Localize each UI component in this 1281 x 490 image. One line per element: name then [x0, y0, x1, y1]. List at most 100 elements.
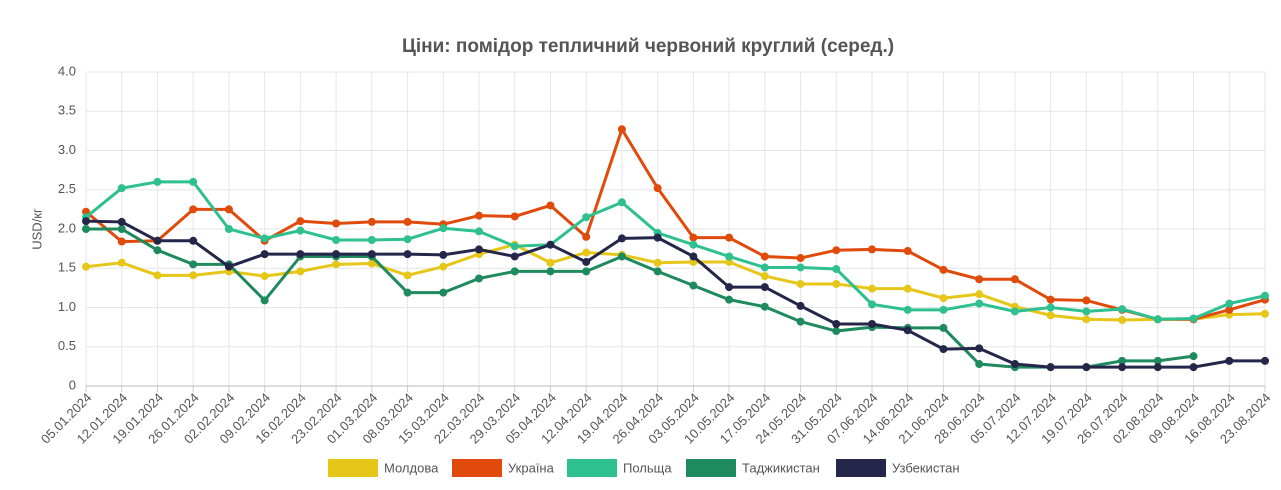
- point: [403, 271, 412, 280]
- point: [296, 250, 305, 259]
- point: [189, 205, 198, 214]
- point: [1261, 356, 1269, 365]
- point: [725, 295, 734, 304]
- point: [82, 262, 90, 271]
- point: [1153, 363, 1162, 372]
- point: [653, 184, 662, 193]
- point: [439, 262, 448, 271]
- series-line: [85, 180, 1266, 321]
- series-line: [86, 227, 1194, 369]
- series-line: [85, 125, 1266, 321]
- point: [1046, 311, 1055, 320]
- point: [939, 345, 948, 354]
- point: [725, 257, 734, 266]
- point: [1118, 356, 1127, 365]
- point: [903, 326, 912, 335]
- y-tick-label: 2.5: [58, 181, 76, 196]
- point: [1010, 307, 1019, 316]
- point: [975, 290, 984, 299]
- point: [975, 299, 984, 308]
- y-tick-label: 2.0: [58, 220, 76, 235]
- point: [117, 237, 126, 246]
- legend-label: Польща: [623, 460, 672, 475]
- point: [796, 263, 805, 272]
- point: [403, 217, 412, 226]
- point: [296, 226, 305, 235]
- point: [903, 305, 912, 314]
- point: [796, 301, 805, 310]
- point: [939, 294, 948, 303]
- point: [653, 233, 662, 242]
- point: [868, 284, 876, 293]
- point: [1046, 363, 1055, 372]
- point: [224, 205, 233, 214]
- point: [117, 184, 126, 193]
- point: [725, 283, 734, 292]
- legend-swatch: [328, 459, 378, 477]
- point: [903, 246, 912, 255]
- point: [582, 248, 591, 257]
- point: [653, 267, 662, 276]
- point: [832, 246, 841, 255]
- point: [760, 263, 769, 272]
- point: [1010, 360, 1019, 369]
- point: [832, 279, 841, 288]
- point: [296, 267, 305, 276]
- point: [1153, 356, 1162, 365]
- point: [296, 217, 305, 226]
- point: [510, 267, 519, 276]
- point: [1261, 309, 1269, 318]
- point: [689, 281, 698, 290]
- point: [475, 227, 483, 236]
- point: [510, 242, 519, 251]
- point: [117, 258, 126, 267]
- point: [153, 246, 162, 255]
- point: [760, 302, 769, 311]
- point: [510, 252, 519, 261]
- y-tick-label: 3.0: [58, 142, 76, 157]
- point: [189, 260, 198, 269]
- chart-title: Ціни: помідор тепличний червоний круглий…: [402, 36, 894, 57]
- point: [689, 233, 698, 242]
- point: [475, 245, 483, 254]
- y-tick-label: 4.0: [58, 63, 76, 78]
- point: [403, 250, 412, 259]
- point: [332, 260, 341, 269]
- point: [224, 262, 233, 271]
- legend-swatch: [686, 459, 736, 477]
- point: [546, 240, 555, 249]
- point: [332, 250, 341, 259]
- point: [367, 250, 376, 259]
- legend-label: Україна: [508, 460, 555, 475]
- point: [1082, 315, 1091, 324]
- legend-label: Молдова: [384, 460, 439, 475]
- point: [689, 240, 698, 249]
- point: [189, 177, 198, 186]
- point: [510, 212, 519, 221]
- point: [260, 272, 269, 281]
- point: [617, 252, 626, 261]
- point: [1225, 356, 1234, 365]
- point: [903, 284, 912, 293]
- point: [1189, 352, 1198, 361]
- point: [367, 259, 376, 268]
- point: [153, 271, 162, 280]
- point: [546, 258, 555, 267]
- point: [1082, 363, 1091, 372]
- point: [546, 267, 555, 276]
- legend-label: Узбекистан: [892, 460, 960, 475]
- point: [582, 257, 591, 266]
- point: [868, 245, 876, 254]
- point: [1261, 291, 1269, 300]
- point: [117, 225, 126, 233]
- point: [260, 250, 269, 259]
- point: [760, 283, 769, 292]
- y-tick-label: 0.5: [58, 338, 76, 353]
- point: [332, 219, 341, 228]
- point: [725, 252, 734, 261]
- point: [189, 236, 198, 245]
- point: [475, 211, 483, 220]
- y-tick-label: 0: [69, 377, 76, 392]
- point: [367, 235, 376, 244]
- point: [546, 201, 555, 210]
